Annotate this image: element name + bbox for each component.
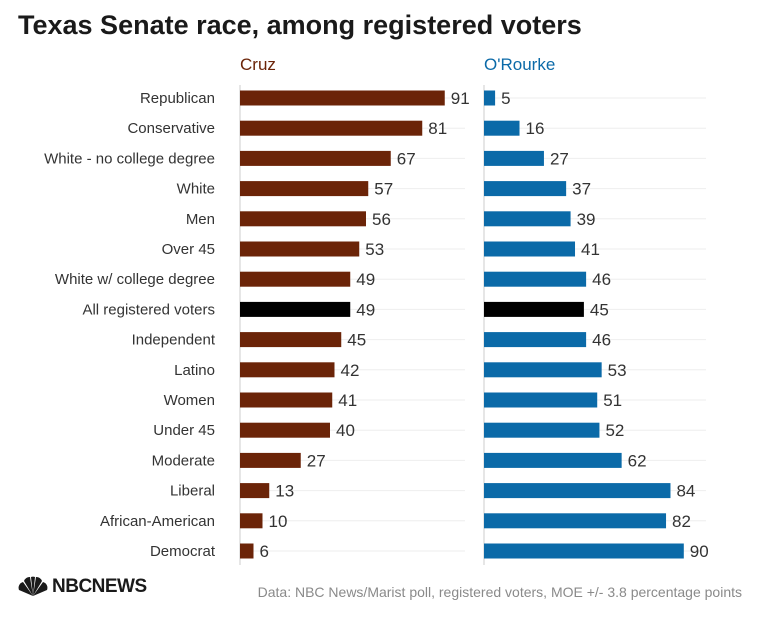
category-label: Over 45 [162,241,215,258]
series-header: Cruz [240,55,276,74]
category-label: Women [164,392,215,409]
data-label: 40 [336,421,355,440]
nbc-news-logo: NBCNEWS [18,576,147,598]
data-label: 45 [590,300,609,319]
data-label: 57 [374,180,393,199]
bar [484,301,584,317]
category-label: All registered voters [82,301,215,318]
data-label: 6 [260,542,269,561]
bar [484,211,571,227]
data-label: 42 [341,361,360,380]
data-label: 53 [365,240,384,259]
bar [484,422,600,438]
data-label: 41 [581,240,600,259]
category-label: Independent [132,332,216,349]
series-header: O'Rourke [484,55,555,74]
bar [484,181,567,197]
data-label: 39 [577,210,596,229]
category-label: Latino [174,362,215,379]
data-label: 13 [275,482,294,501]
bar [240,90,445,106]
category-label: Moderate [152,452,215,469]
bar [240,332,342,348]
data-label: 81 [428,119,447,138]
bar [240,392,333,408]
bar [484,90,496,106]
data-label: 16 [526,119,545,138]
data-label: 46 [592,331,611,350]
bar [484,392,598,408]
category-label: White w/ college degree [55,271,215,288]
data-label: 62 [628,451,647,470]
data-label: 84 [676,482,695,501]
data-label: 10 [269,512,288,531]
data-label: 53 [608,361,627,380]
bar [240,362,335,378]
category-label: White - no college degree [44,150,215,167]
bar [240,241,360,257]
data-label: 27 [307,451,326,470]
bar [240,422,330,438]
bar [484,120,520,136]
data-label: 46 [592,270,611,289]
bar [484,513,667,529]
bar [240,150,391,166]
data-label: 90 [690,542,709,561]
data-label: 91 [451,89,470,108]
bar [240,211,366,227]
data-label: 56 [372,210,391,229]
bar [484,543,684,559]
data-label: 49 [356,270,375,289]
bar [240,181,369,197]
category-label: African-American [100,513,215,530]
category-label: Men [186,211,215,228]
bar [240,120,423,136]
bar [484,241,576,257]
bar [240,543,254,559]
category-label: White [177,181,215,198]
category-label: Conservative [127,120,215,137]
bar [240,271,351,287]
data-label: 37 [572,180,591,199]
data-label: 41 [338,391,357,410]
bar [484,150,544,166]
bar [240,301,351,317]
data-label: 82 [672,512,691,531]
bar-chart: Republican Conservative White - no college… [44,55,709,565]
bar [484,362,602,378]
bar [240,452,301,468]
data-label: 27 [550,149,569,168]
source-note: Data: NBC News/Marist poll, registered v… [257,584,742,600]
category-label: Republican [140,90,215,107]
data-label: 5 [501,89,510,108]
data-label: 67 [397,149,416,168]
bar [484,483,671,499]
bar [240,513,263,529]
bar [240,483,270,499]
bar [484,452,622,468]
bar [484,332,587,348]
category-label: Liberal [170,483,215,500]
data-label: 52 [605,421,624,440]
category-label: Democrat [150,543,216,560]
logo-text: NBCNEWS [52,576,147,597]
data-label: 45 [347,331,366,350]
bar [484,271,587,287]
category-label: Under 45 [153,422,215,439]
data-label: 49 [356,300,375,319]
chart-title: Texas Senate race, among registered vote… [18,10,582,40]
peacock-icon [18,576,48,596]
data-label: 51 [603,391,622,410]
